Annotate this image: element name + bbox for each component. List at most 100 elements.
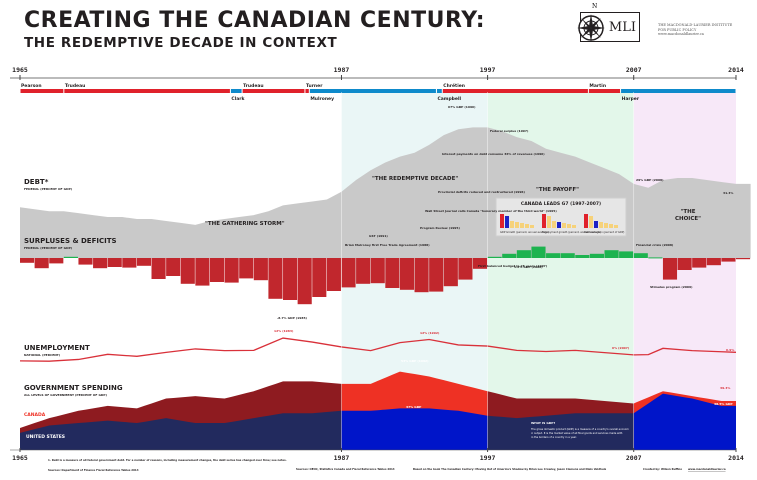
pm-name-label: Clark bbox=[231, 96, 245, 102]
deficit-bar bbox=[312, 258, 327, 297]
annotation: WHAT IS GDP? bbox=[531, 421, 555, 425]
g7-bar bbox=[525, 224, 529, 228]
annotation: Interest payments on debt consume 36% of… bbox=[442, 152, 545, 156]
pm-term-bar bbox=[436, 89, 442, 93]
year-tick-label: 2014 bbox=[728, 454, 744, 462]
g7-bar bbox=[614, 225, 618, 228]
deficit-bar bbox=[370, 258, 385, 284]
debt-label: DEBT* bbox=[24, 178, 49, 186]
year-tick-label: 2007 bbox=[626, 66, 642, 74]
g7-bar bbox=[552, 221, 556, 228]
surplus-bar bbox=[531, 246, 546, 258]
g7-inset-title: CANADA LEADS G7 (1997-2007) bbox=[521, 201, 601, 207]
g7-bar bbox=[572, 225, 576, 228]
pm-term-bar bbox=[20, 89, 64, 93]
surplus-bar bbox=[487, 256, 502, 258]
annotation: Financial crisis (2008) bbox=[636, 243, 674, 247]
deficit-bar bbox=[122, 258, 137, 268]
deficit-bar bbox=[443, 258, 458, 287]
deficit-bar bbox=[93, 258, 108, 269]
year-tick-label: 1987 bbox=[334, 454, 350, 462]
annotation: 29% GDP (2008) bbox=[636, 178, 664, 182]
g7-bar bbox=[584, 214, 588, 228]
g7-panel-caption: Employment growth (percent, annual avera… bbox=[542, 230, 601, 234]
deficit-bar bbox=[721, 258, 736, 262]
deficit-bar bbox=[180, 258, 195, 284]
deficit-bar bbox=[341, 258, 356, 288]
g7-bar bbox=[500, 214, 504, 228]
pm-term-bar bbox=[309, 89, 436, 93]
g7-inset: CANADA LEADS G7 (1997-2007) GDP Growth (p… bbox=[495, 197, 627, 237]
year-tick-label: 2007 bbox=[626, 454, 642, 462]
balance-sublabel: FEDERAL (PERCENT OF GDP) bbox=[24, 246, 73, 250]
g7-bar bbox=[589, 216, 593, 228]
deficit-bar bbox=[151, 258, 166, 279]
g7-inset-box bbox=[495, 197, 627, 237]
g7-bar bbox=[542, 214, 546, 228]
surplus-bar bbox=[502, 253, 517, 258]
timeline: 1965 1987 1997 2007 2014 Pearson Trudeau Clark T… bbox=[10, 66, 744, 102]
deficit-bar bbox=[356, 258, 371, 284]
deficit-bar bbox=[692, 258, 707, 268]
annotation: 12% (1983) bbox=[274, 329, 294, 333]
spending-sublabel: ALL LEVELS OF GOVERNMENT (PERCENT OF GDP… bbox=[24, 393, 108, 397]
annotation: 1.8% GDP (2000) bbox=[514, 265, 543, 269]
surplus-bar bbox=[604, 250, 619, 258]
g7-bar bbox=[604, 223, 608, 228]
pm-name-label: Trudeau bbox=[65, 83, 86, 89]
pm-term-bar bbox=[621, 89, 736, 93]
deficit-bar bbox=[20, 258, 35, 263]
labels: DEBT* FEDERAL (PERCENT OF GDP)SURPLUSES &… bbox=[24, 92, 734, 452]
g7-bar bbox=[530, 225, 534, 228]
footer-text: Created by: Wilson Ruffino bbox=[643, 467, 682, 471]
canada-legend-label: CANADA bbox=[24, 412, 46, 418]
g7-bar bbox=[562, 223, 566, 228]
deficit-bar bbox=[429, 258, 444, 292]
annotation: 39.4% bbox=[720, 386, 730, 390]
g7-panel-caption: Debt reduction (percent of GDP) bbox=[584, 230, 624, 234]
annotation: Provincial deficits reduced and restruct… bbox=[438, 190, 526, 194]
annotation: Brian Mulroney first Free Trade Agreemen… bbox=[345, 243, 430, 247]
era-label-choice: CHOICE" bbox=[675, 216, 701, 222]
us-legend-label: UNITED STATES bbox=[26, 434, 65, 440]
g7-bar bbox=[557, 222, 561, 228]
pm-name-label: Martin bbox=[589, 83, 606, 89]
us-spending-area bbox=[20, 410, 342, 450]
deficit-bar bbox=[166, 258, 181, 276]
footer-text: Sources: Department of Finance Fiscal Re… bbox=[48, 468, 139, 472]
pm-term-bar bbox=[64, 89, 230, 93]
deficit-bar bbox=[472, 258, 488, 269]
g7-bar bbox=[505, 216, 509, 228]
surplus-bar bbox=[633, 253, 648, 258]
balance-label: SURPLUSES & DEFICITS bbox=[24, 237, 117, 245]
era-label-choice: "THE bbox=[681, 209, 696, 215]
deficit-bar bbox=[677, 258, 692, 270]
pm-name-label: Mulroney bbox=[310, 96, 334, 102]
deficit-bar bbox=[253, 258, 268, 281]
footer-link[interactable]: www.macdonaldlaurier.ca bbox=[688, 467, 726, 471]
unemployment-path bbox=[19, 337, 737, 362]
year-tick-label: 1997 bbox=[480, 454, 496, 462]
gdp-note: The gross domestic product (GDP) is a me… bbox=[531, 427, 629, 431]
deficit-bar bbox=[49, 258, 64, 264]
us-spending-area bbox=[341, 408, 488, 450]
year-tick-label: 1997 bbox=[480, 66, 496, 74]
surplus-bar bbox=[589, 253, 604, 258]
deficit-bar bbox=[385, 258, 400, 288]
subtitle: THE REDEMPTIVE DECADE IN CONTEXT bbox=[24, 35, 338, 51]
pm-name-label: Turner bbox=[306, 83, 323, 89]
annotation: 31.4% bbox=[723, 191, 733, 195]
compass-north-label: N bbox=[592, 3, 598, 10]
deficit-bar bbox=[399, 258, 415, 290]
compass-icon bbox=[577, 14, 605, 42]
footer-text: 1. Debt is a measure of all federal gove… bbox=[48, 458, 287, 462]
pm-name-label: Chrétien bbox=[443, 82, 465, 89]
us-spending-area bbox=[487, 413, 634, 450]
logo-tagline: THE MACDONALD-LAURIER INSTITUTE FOR PUBL… bbox=[658, 23, 733, 36]
logo-text: MLI bbox=[608, 19, 636, 35]
surplus-bar bbox=[516, 250, 531, 258]
g7-panel-caption: GDP Growth (percent, annual average) bbox=[500, 230, 549, 234]
g7-bar bbox=[609, 224, 613, 228]
surplus-bar bbox=[648, 257, 663, 259]
